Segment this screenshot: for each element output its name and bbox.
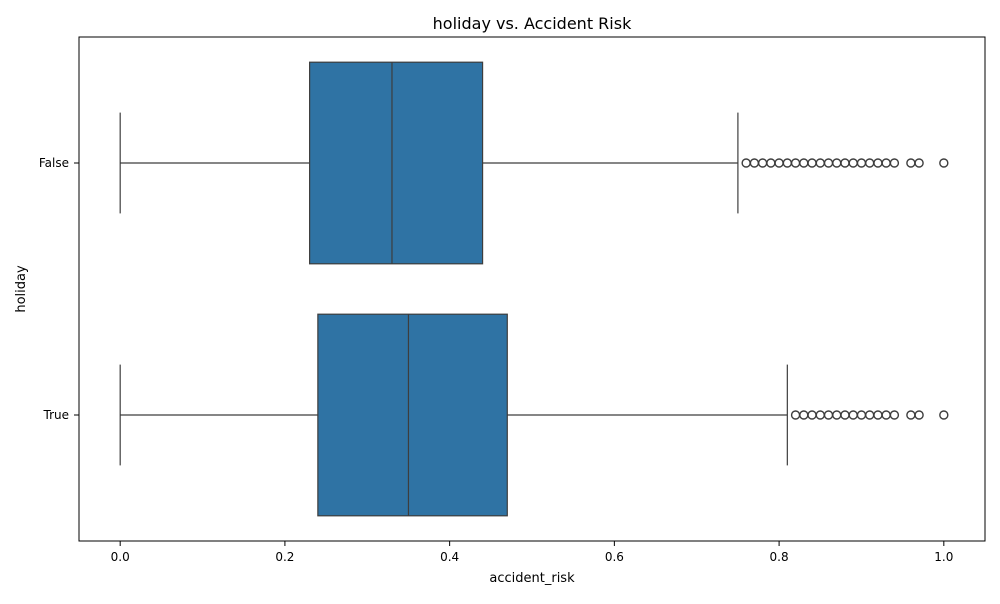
outlier-point	[832, 158, 842, 168]
outlier-point	[807, 410, 817, 420]
x-tick-label: 1.0	[934, 550, 953, 564]
outlier-point	[881, 410, 891, 420]
outlier-point	[939, 158, 949, 168]
outlier-point	[790, 158, 801, 168]
outlier-point	[832, 410, 842, 420]
outlier-point	[790, 410, 801, 420]
x-tick-label: 0.6	[605, 550, 624, 564]
outlier-point	[774, 158, 784, 168]
outlier-point	[873, 410, 883, 420]
outlier-point	[823, 158, 834, 168]
outlier-point	[815, 410, 825, 420]
outlier-point	[856, 158, 867, 168]
outlier-point	[864, 158, 875, 168]
outlier-point	[799, 158, 809, 168]
chart-title: holiday vs. Accident Risk	[433, 14, 632, 33]
y-tick-label: False	[39, 156, 69, 170]
x-tick-label: 0.4	[440, 550, 459, 564]
outlier-point	[914, 158, 924, 168]
x-tick-label: 0.0	[111, 550, 130, 564]
y-tick-label: True	[43, 408, 70, 422]
outlier-point	[823, 410, 834, 420]
outlier-point	[782, 158, 793, 168]
outlier-point	[864, 410, 875, 420]
outlier-point	[889, 410, 900, 420]
outlier-point	[840, 410, 850, 420]
outlier-point	[873, 158, 883, 168]
x-tick-label: 0.8	[770, 550, 789, 564]
outlier-point	[848, 410, 858, 420]
y-axis-label: holiday	[14, 265, 29, 313]
outlier-point	[807, 158, 817, 168]
outlier-point	[906, 158, 916, 168]
box-group-false	[119, 61, 949, 265]
x-axis-ticks: 0.0 0.2 0.4 0.6 0.8 1.0	[111, 541, 953, 564]
outlier-point	[881, 158, 891, 168]
chart-marks	[119, 61, 949, 517]
outlier-point	[939, 410, 949, 420]
outlier-point	[815, 158, 825, 168]
outlier-point	[914, 410, 924, 420]
outlier-point	[906, 410, 916, 420]
outlier-point	[766, 158, 776, 168]
outlier-point	[848, 158, 858, 168]
y-axis-ticks: False True	[39, 156, 79, 422]
box-group-true	[119, 313, 949, 517]
iqr-box	[309, 61, 484, 265]
iqr-box	[317, 313, 508, 517]
x-tick-label: 0.2	[275, 550, 294, 564]
outlier-point	[856, 410, 867, 420]
outlier-point	[889, 158, 900, 168]
outlier-point	[757, 158, 768, 168]
outlier-point	[749, 158, 760, 168]
x-axis-label: accident_risk	[489, 571, 575, 586]
outlier-point	[840, 158, 850, 168]
outlier-point	[799, 410, 809, 420]
plot-area	[78, 36, 986, 542]
outlier-point	[741, 158, 751, 168]
